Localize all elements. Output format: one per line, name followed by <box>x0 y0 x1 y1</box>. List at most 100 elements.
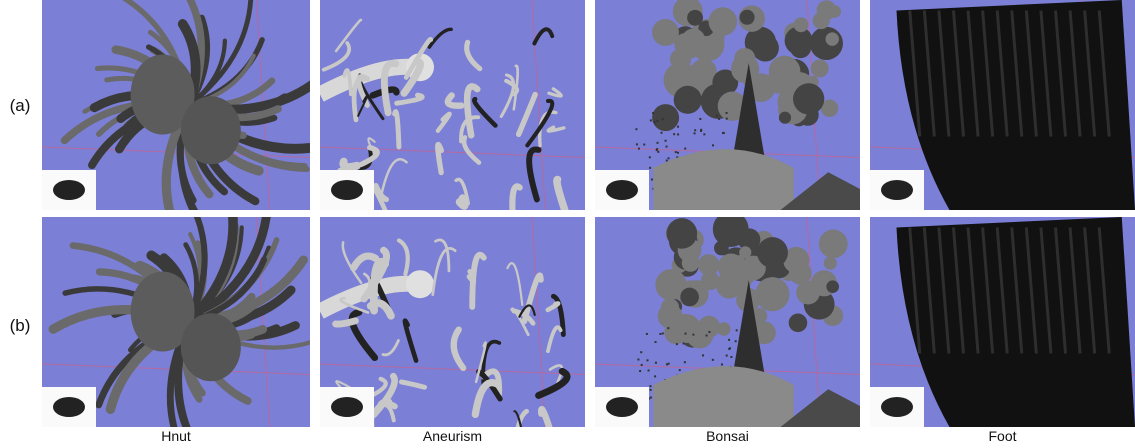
leaf-speck <box>726 118 728 120</box>
thumbnail-blob <box>331 180 363 200</box>
thumbnail-blob <box>881 180 913 200</box>
thumbnail-blob <box>881 397 913 417</box>
foliage <box>731 55 759 83</box>
vessel <box>336 321 356 324</box>
thumbnail-blob <box>606 397 638 417</box>
leaf-speck <box>665 140 667 142</box>
column-label: Foot <box>870 428 1135 444</box>
foliage <box>757 237 788 268</box>
leaf-speck <box>712 359 714 361</box>
leaf-speck <box>649 167 651 169</box>
leaf-speck <box>692 334 694 336</box>
leaf-speck <box>726 112 728 114</box>
leaf-speck <box>679 369 681 371</box>
foliage <box>674 33 696 55</box>
foliage <box>709 7 737 35</box>
leaf-speck <box>646 359 648 361</box>
leaf-speck <box>651 179 653 181</box>
leaf-speck <box>712 144 714 146</box>
render-panel <box>595 217 860 427</box>
leaf-speck <box>677 133 679 135</box>
leaf-speck <box>652 112 654 114</box>
leaf-speck <box>726 355 728 357</box>
foliage <box>789 313 808 332</box>
foliage <box>680 288 699 307</box>
leaf-speck <box>655 341 657 343</box>
foliage <box>717 322 731 336</box>
leaf-speck <box>722 132 724 134</box>
leaf-speck <box>684 361 686 363</box>
leaf-speck <box>721 363 723 365</box>
render-panel <box>870 217 1135 427</box>
leaf-speck <box>654 121 656 123</box>
leaf-speck <box>736 329 738 331</box>
leaf-speck <box>641 364 643 366</box>
leaf-speck <box>702 354 704 356</box>
aneurysm <box>406 270 434 298</box>
foliage <box>819 230 848 259</box>
thumbnail-blob <box>53 397 85 417</box>
leaf-speck <box>667 327 669 329</box>
leaf-speck <box>675 151 677 153</box>
foliage <box>789 262 812 285</box>
foliage <box>661 298 679 316</box>
leaf-speck <box>716 115 718 117</box>
render-panel <box>320 217 585 427</box>
foliage <box>740 10 755 25</box>
leaf-speck <box>700 130 702 132</box>
leaf-speck <box>699 118 701 120</box>
render-panel <box>42 0 310 210</box>
foliage <box>826 280 839 293</box>
foliage <box>779 112 791 124</box>
leaf-speck <box>661 132 663 134</box>
leaf-speck <box>718 118 720 120</box>
render-panel <box>595 0 860 210</box>
leaf-speck <box>683 342 685 344</box>
foliage <box>652 104 679 131</box>
leaf-speck <box>728 339 730 341</box>
leaf-speck <box>685 333 687 335</box>
leaf-speck <box>677 126 679 128</box>
leaf-speck <box>694 132 696 134</box>
leaf-speck <box>655 362 657 364</box>
foliage <box>755 277 789 311</box>
vessel <box>438 145 442 173</box>
foliage <box>765 74 782 91</box>
foliage <box>739 246 751 258</box>
leaf-speck <box>648 369 650 371</box>
foliage <box>674 86 702 114</box>
leaf-speck <box>650 119 652 121</box>
shell <box>181 313 241 381</box>
foliage <box>810 27 843 60</box>
foliage <box>794 17 809 32</box>
leaf-speck <box>654 375 656 377</box>
leaf-speck <box>635 128 637 130</box>
leaf-speck <box>728 348 730 350</box>
render-panel <box>42 217 310 427</box>
render-panel <box>870 0 1135 210</box>
leaf-speck <box>657 142 659 144</box>
leaf-speck <box>703 133 705 135</box>
leaf-speck <box>656 120 658 122</box>
leaf-speck <box>694 129 696 131</box>
leaf-speck <box>650 396 652 398</box>
leaf-speck <box>643 144 645 146</box>
leaf-speck <box>649 385 651 387</box>
leaf-speck <box>666 146 668 148</box>
leaf-speck <box>676 343 678 345</box>
vessel <box>460 198 465 206</box>
leaf-speck <box>668 157 670 159</box>
leaf-speck <box>735 340 737 342</box>
row-label: (a) <box>0 96 40 116</box>
leaf-speck <box>673 133 675 135</box>
leaf-speck <box>640 351 642 353</box>
foliage <box>824 257 837 270</box>
thumbnail-blob <box>606 180 638 200</box>
leaf-speck <box>637 359 639 361</box>
thumbnail-blob <box>331 397 363 417</box>
foliage <box>793 83 824 114</box>
leaf-speck <box>659 333 661 335</box>
leaf-speck <box>708 331 710 333</box>
leaf-speck <box>730 356 732 358</box>
foliage <box>826 32 839 45</box>
